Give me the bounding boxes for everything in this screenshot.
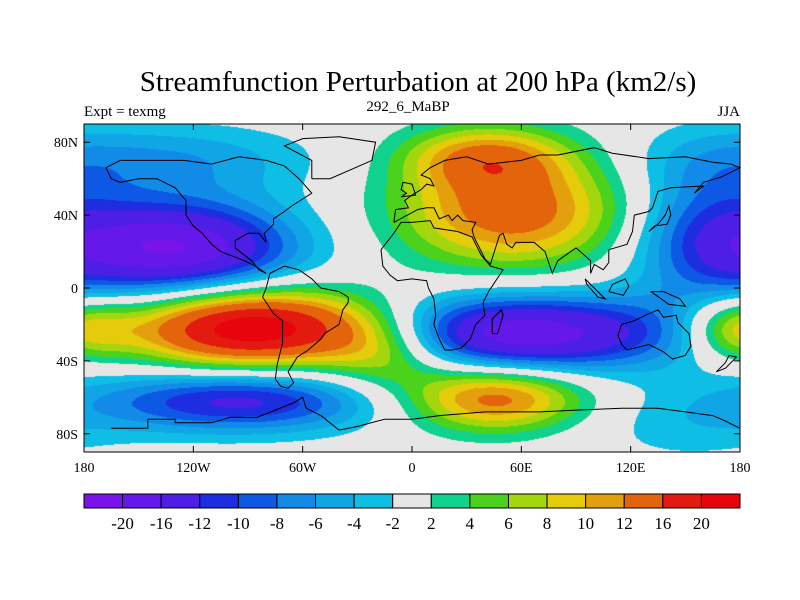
- coastline-5: [105, 156, 313, 274]
- colorbar-label: -2: [386, 514, 400, 533]
- colorbar-swatch: [469, 493, 509, 509]
- map-panel: 180 120W 60W 0 60E 120E 180 80N 40N 0 40S 80S: [54, 123, 751, 476]
- coastline-9: [608, 278, 630, 296]
- coastline-4: [617, 309, 692, 360]
- colorbar-swatch: [623, 493, 664, 509]
- x-tick-label: 180: [74, 461, 95, 476]
- colorbar-label: 20: [693, 514, 710, 533]
- coastline-10: [650, 291, 687, 307]
- colorbar-swatch: [315, 493, 355, 509]
- colorbar-swatch: [585, 493, 625, 509]
- chart-title: Streamfunction Perturbation at 200 hPa (…: [140, 66, 697, 98]
- colorbar-swatch: [662, 493, 702, 509]
- coastline-11: [648, 204, 672, 232]
- contour-field: [84, 124, 740, 452]
- x-tick-label: 120E: [616, 461, 646, 476]
- coastlines: [105, 136, 742, 431]
- colorbar-label: 16: [654, 514, 671, 533]
- colorbar-swatch: [237, 493, 278, 509]
- colorbar-label: -10: [227, 514, 250, 533]
- y-tick-label: 40S: [56, 355, 78, 370]
- colorbar-label: -8: [270, 514, 284, 533]
- colorbar-swatch: [199, 493, 239, 509]
- x-tick-label: 120W: [176, 461, 211, 476]
- colorbar-swatch: [83, 493, 124, 509]
- colorbar-label: 12: [616, 514, 633, 533]
- colorbar-label: 6: [504, 514, 513, 533]
- colorbar-swatch: [546, 493, 587, 509]
- y-axis: 80N 40N 0 40S 80S: [54, 136, 740, 443]
- colorbar-label: -16: [150, 514, 173, 533]
- colorbar-label: 8: [543, 514, 552, 533]
- colorbar-label: 4: [466, 514, 475, 533]
- coastline-1: [262, 265, 349, 389]
- colorbar-label: 10: [577, 514, 594, 533]
- x-tick-label: 60E: [510, 461, 533, 476]
- season-label: JJA: [717, 104, 740, 120]
- colorbar-label: -20: [111, 514, 134, 533]
- colorbar-swatch: [276, 493, 317, 509]
- colorbar-label: -12: [188, 514, 211, 533]
- y-tick-label: 80N: [54, 136, 78, 151]
- y-tick-label: 0: [71, 282, 78, 297]
- coastline-0: [111, 396, 741, 431]
- colorbar-swatch: [353, 493, 394, 509]
- colorbar-swatch: [700, 493, 741, 509]
- colorbar-swatch: [122, 493, 162, 509]
- colorbar-swatch: [430, 493, 471, 509]
- colorbar-swatch: [392, 493, 432, 509]
- coastline-6: [283, 136, 377, 180]
- colorbar-label: -6: [308, 514, 322, 533]
- x-tick-label: 180: [730, 461, 751, 476]
- coastline-7: [400, 181, 417, 198]
- coastline-2: [380, 220, 504, 351]
- x-tick-label: 0: [409, 461, 416, 476]
- colorbar-label: -4: [347, 514, 362, 533]
- run-label: 292_6_MaBP: [366, 99, 449, 115]
- x-tick-label: 60W: [289, 461, 317, 476]
- coastline-12: [715, 354, 738, 373]
- y-tick-label: 80S: [56, 428, 78, 443]
- colorbar-label: 2: [427, 514, 436, 533]
- colorbar-swatch: [160, 493, 201, 509]
- coastline-13: [491, 308, 504, 335]
- experiment-label: Expt = texmg: [84, 104, 166, 120]
- y-tick-label: 40N: [54, 209, 78, 224]
- colorbar: -20 -16 -12 -10 -8 -6 -4 -2 2 4 6 8 10 12 16 20: [83, 493, 741, 533]
- x-axis: 180 120W 60W 0 60E 120E 180: [74, 124, 751, 476]
- coastline-8: [584, 278, 607, 300]
- colorbar-swatch: [507, 493, 548, 509]
- coastline-3: [393, 147, 742, 275]
